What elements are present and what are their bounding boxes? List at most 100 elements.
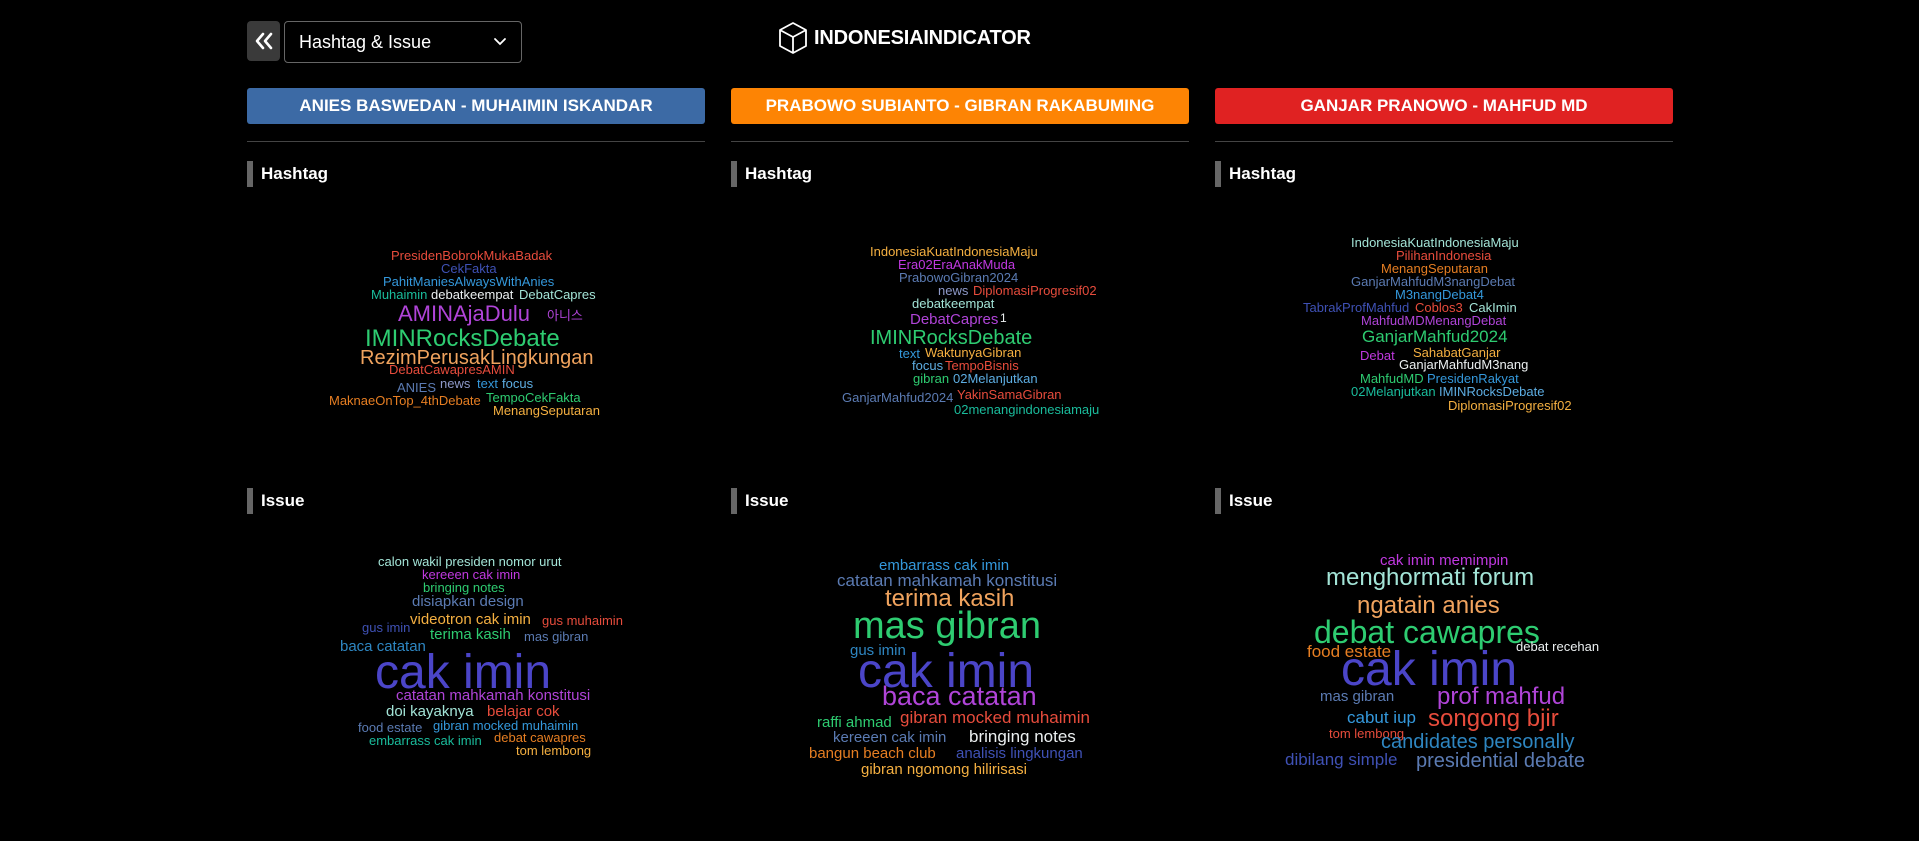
issue-word[interactable]: bangun beach club xyxy=(809,745,936,762)
hashtag-word[interactable]: M3nangDebat4 xyxy=(1395,287,1484,302)
hashtag-word[interactable]: MaknaeOnTop_4thDebate xyxy=(329,393,481,408)
issue-word[interactable]: analisis lingkungan xyxy=(956,745,1083,762)
hashtag-word[interactable]: GanjarMahfud2024 xyxy=(842,390,954,405)
hashtag-word[interactable]: PresidenBobrokMukaBadak xyxy=(391,248,553,263)
hashtag-word[interactable]: TempoBisnis xyxy=(945,358,1019,373)
issue-word[interactable]: kereeen cak imin xyxy=(833,729,947,746)
issue-word[interactable]: food estate xyxy=(1307,642,1392,661)
hashtag-word[interactable]: MahfudMDMenangDebat xyxy=(1361,313,1507,328)
hashtag-word[interactable]: GanjarMahfudM3nangDebat xyxy=(1351,274,1516,289)
issue-word[interactable]: baca catatan xyxy=(340,638,426,655)
hashtag-word[interactable]: 02Melanjutkan xyxy=(953,371,1038,386)
issue-word[interactable]: gus imin xyxy=(362,620,411,635)
hashtag-word[interactable]: DebatCapres xyxy=(910,311,999,328)
issue-word[interactable]: raffi ahmad xyxy=(817,714,892,731)
issue-word[interactable]: ngatain anies xyxy=(1357,592,1500,619)
hashtag-word[interactable]: SahabatGanjar xyxy=(1413,345,1501,360)
hashtag-word[interactable]: CakImin xyxy=(1469,300,1517,315)
hashtag-word[interactable]: GanjarMahfud2024 xyxy=(1362,327,1508,346)
issue-word[interactable]: mas gibran xyxy=(524,629,589,644)
hashtag-word[interactable]: DebatCapres xyxy=(519,287,596,302)
issue-word[interactable]: gibran ngomong hilirisasi xyxy=(861,761,1027,778)
hashtag-word[interactable]: GanjarMahfudM3nang xyxy=(1399,357,1529,372)
issue-word[interactable]: dibilang simple xyxy=(1285,750,1398,769)
hashtag-word[interactable]: debatkeempat xyxy=(431,287,514,302)
issue-word[interactable]: prof mahfud xyxy=(1437,683,1566,710)
hashtag-word[interactable]: DiplomasiProgresif02 xyxy=(1448,398,1572,413)
hashtag-word[interactable]: Debat xyxy=(1360,348,1395,363)
issue-word[interactable]: gibran mocked muhaimin xyxy=(433,718,579,733)
hashtag-word[interactable]: 02menangindonesiamaju xyxy=(954,402,1100,417)
issue-word[interactable]: cak imin xyxy=(858,645,1035,698)
hashtag-word[interactable]: 1 xyxy=(1000,311,1007,325)
issue-word[interactable]: embarrass cak imin xyxy=(879,557,1010,574)
hashtag-word[interactable]: news xyxy=(440,376,471,391)
hashtag-word[interactable]: TabrakProfMahfud xyxy=(1303,300,1410,315)
issue-word[interactable]: mas gibran xyxy=(1320,688,1395,705)
hashtag-word[interactable]: RezimPerusakLingkungan xyxy=(360,347,594,369)
hashtag-word[interactable]: DiplomasiProgresif02 xyxy=(973,283,1097,298)
hashtag-word[interactable]: Era02EraAnakMuda xyxy=(898,257,1016,272)
hashtag-word[interactable]: PrabowoGibran2024 xyxy=(899,270,1019,285)
issue-word[interactable]: embarrass cak imin xyxy=(369,733,482,748)
hashtag-word[interactable]: news xyxy=(938,283,969,298)
issue-word[interactable]: terima kasih xyxy=(430,626,511,643)
issue-word[interactable]: calon wakil presiden nomor urut xyxy=(378,554,562,569)
hashtag-word[interactable]: CekFakta xyxy=(441,261,497,276)
hashtag-word[interactable]: IMINRocksDebate xyxy=(365,325,560,352)
hashtag-word[interactable]: gibran xyxy=(913,371,950,386)
issue-word[interactable]: baca catatan xyxy=(882,681,1037,711)
issue-word[interactable]: catatan mahkamah konstitusi xyxy=(396,687,591,704)
hashtag-word[interactable]: PilihanIndonesia xyxy=(1396,248,1492,263)
hashtag-word[interactable]: PahitManiesAlwaysWithAnies xyxy=(383,274,555,289)
hashtag-word[interactable]: Coblos3 xyxy=(1415,300,1463,315)
hashtag-word[interactable]: focus xyxy=(912,358,944,373)
issue-word[interactable]: terima kasih xyxy=(885,585,1015,612)
issue-word[interactable]: debat cawapres xyxy=(1314,614,1540,650)
hashtag-word[interactable]: 02Melanjutkan xyxy=(1351,384,1436,399)
issue-word[interactable]: gibran mocked muhaimin xyxy=(900,708,1090,727)
issue-word[interactable]: tom lembong xyxy=(1329,726,1405,741)
issue-word[interactable]: cak imin xyxy=(375,646,552,699)
issue-word[interactable]: cak imin xyxy=(1341,643,1518,696)
hashtag-word[interactable]: ANIES xyxy=(397,380,437,395)
hashtag-word[interactable]: IMINRocksDebate xyxy=(1439,384,1545,399)
hashtag-word[interactable]: debatkeempat xyxy=(912,296,995,311)
hashtag-word[interactable]: text xyxy=(899,346,920,361)
hashtag-word[interactable]: Muhaimin xyxy=(371,287,428,302)
issue-word[interactable]: debat cawapres xyxy=(494,730,586,745)
hashtag-word[interactable]: IndonesiaKuatIndonesiaMaju xyxy=(1351,235,1519,250)
issue-word[interactable]: kereeen cak imin xyxy=(422,567,521,582)
hashtag-word[interactable]: IndonesiaKuatIndonesiaMaju xyxy=(870,244,1038,259)
issue-word[interactable]: gus muhaimin xyxy=(542,613,623,628)
issue-word[interactable]: presidential debate xyxy=(1416,750,1586,772)
issue-word[interactable]: food estate xyxy=(358,720,423,735)
issue-word[interactable]: menghormati forum xyxy=(1326,564,1535,591)
issue-word[interactable]: cak imin memimpin xyxy=(1380,552,1509,569)
issue-word[interactable]: cabut iup xyxy=(1347,708,1416,727)
hashtag-word[interactable]: text xyxy=(477,376,498,391)
hashtag-word[interactable]: WaktunyaGibran xyxy=(925,345,1022,360)
hashtag-word[interactable]: MahfudMD xyxy=(1360,371,1424,386)
issue-word[interactable]: disiapkan design xyxy=(412,593,524,610)
issue-word[interactable]: doi kayaknya xyxy=(386,703,474,720)
hashtag-word[interactable]: 아니스 xyxy=(547,308,583,323)
issue-word[interactable]: catatan mahkamah konstitusi xyxy=(837,571,1058,590)
hashtag-word[interactable]: YakinSamaGibran xyxy=(957,387,1062,402)
hashtag-word[interactable]: MenangSeputaran xyxy=(493,403,600,418)
issue-word[interactable]: candidates personally xyxy=(1381,731,1575,753)
hashtag-word[interactable]: AMINAjaDulu xyxy=(398,301,531,326)
view-select[interactable]: Hashtag & Issue xyxy=(284,21,522,63)
hashtag-word[interactable]: TempoCekFakta xyxy=(486,390,581,405)
issue-word[interactable]: tom lembong xyxy=(516,743,592,758)
hashtag-word[interactable]: MenangSeputaran xyxy=(1381,261,1488,276)
hashtag-word[interactable]: DebatCawapresAMIN xyxy=(389,362,515,377)
issue-word[interactable]: bringing notes xyxy=(423,580,505,595)
hashtag-word[interactable]: focus xyxy=(502,376,534,391)
issue-word[interactable]: bringing notes xyxy=(969,727,1076,746)
issue-word[interactable]: gus imin xyxy=(850,642,906,659)
issue-word[interactable]: songong bjir xyxy=(1428,705,1559,732)
hashtag-word[interactable]: IMINRocksDebate xyxy=(870,327,1033,349)
issue-word[interactable]: mas gibran xyxy=(853,605,1041,647)
issue-word[interactable]: belajar cok xyxy=(487,703,560,720)
